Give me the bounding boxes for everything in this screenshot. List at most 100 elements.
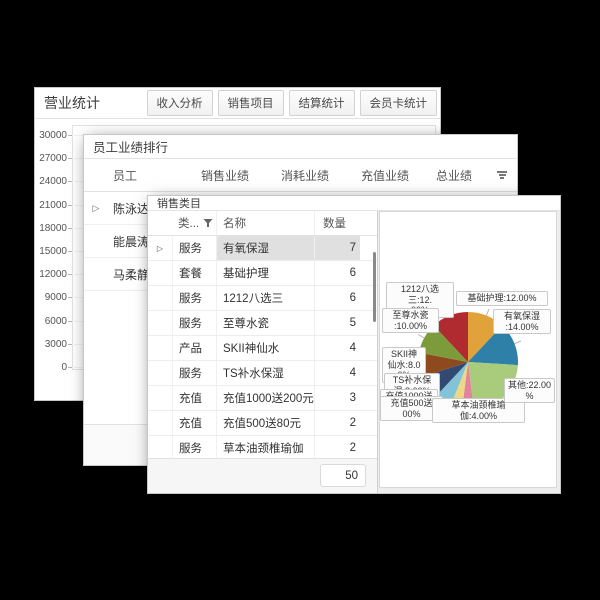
category-header-name[interactable]: 名称 — [216, 211, 314, 235]
category-qty-cell: 2 — [314, 411, 360, 435]
category-qty-cell: 2 — [314, 436, 360, 460]
chart-tick-mark — [68, 135, 72, 136]
row-expand-arrow-icon[interactable] — [148, 386, 172, 410]
category-name-cell: SKII神仙水 — [216, 336, 314, 360]
y-axis-label: 15000 — [39, 246, 67, 257]
category-row[interactable]: 套餐 基础护理 6 — [148, 261, 377, 286]
y-axis-label: 27000 — [39, 153, 67, 165]
y-axis-label: 24000 — [39, 176, 67, 188]
category-qty-cell: 5 — [314, 311, 360, 335]
filter-bars-icon[interactable] — [497, 170, 507, 181]
pie-slice[interactable] — [433, 312, 468, 362]
category-qty-cell: 4 — [314, 336, 360, 360]
category-type-cell: 充值 — [172, 411, 216, 435]
ranking-header-col-2[interactable]: 销售业绩 — [196, 159, 276, 191]
ranking-header-col-5[interactable]: 总业绩 — [431, 159, 517, 191]
category-name-cell: 1212八选三 — [216, 286, 314, 310]
stats-button-1[interactable]: 收入分析 — [146, 90, 213, 116]
ranking-table-header: 员工 销售业绩 消耗业绩 充值业绩 总业绩 — [84, 159, 517, 192]
category-table: 类... 名称 数量 ▷ 服务 有氧保湿 7 套餐 基础护理 6 服务 1212八选三 6 服务 至尊… — [148, 211, 378, 493]
y-axis-label: 0 — [61, 362, 67, 373]
window-sales-category: 销售类目 类... 名称 数量 ▷ 服务 有氧保湿 7 套餐 基础护理 6 服务 1212八选三… — [148, 196, 560, 493]
ranking-header-label: 员工 — [113, 168, 138, 183]
stats-button-3[interactable]: 结算统计 — [288, 90, 355, 116]
stats-button-4[interactable]: 会员卡统计 — [359, 90, 437, 116]
pie-label-line: TS补水保 — [392, 375, 432, 385]
y-axis-label: 18000 — [39, 222, 67, 234]
employee-name: 能晨涛 — [113, 234, 150, 249]
pie-slice[interactable] — [468, 325, 518, 366]
pie-label-line: 1212八选三:12. — [400, 284, 440, 305]
ranking-header-col-4[interactable]: 充值业绩 — [356, 159, 431, 191]
ranking-header-col-3[interactable]: 消耗业绩 — [276, 159, 356, 191]
row-expand-arrow-icon[interactable] — [148, 261, 172, 285]
stats-button-2[interactable]: 销售项目 — [217, 90, 284, 116]
category-qty-cell: 6 — [314, 286, 360, 310]
business-stats-titlebar[interactable]: 营业统计 收入分析 销售项目 结算统计 会员卡统计 — [35, 88, 440, 119]
category-type-cell: 产品 — [172, 336, 216, 360]
row-expand-arrow-icon[interactable] — [148, 411, 172, 435]
employee-name: 马柔静 — [113, 267, 150, 282]
category-name-cell: TS补水保湿 — [216, 361, 314, 385]
pie-label-line: SKII神 — [390, 349, 417, 359]
category-table-scrollbar-thumb[interactable] — [373, 252, 376, 322]
pie-label-line: 00% — [402, 408, 421, 419]
pie-label-2: 基础护理:12.00% — [456, 291, 548, 306]
pie-leader-line — [485, 308, 490, 316]
ranking-header-label: 充值业绩 — [361, 168, 410, 183]
pie-label-line: :10.00% — [393, 320, 428, 331]
row-expand-arrow-icon[interactable] — [148, 336, 172, 360]
ranking-header-expand — [84, 159, 108, 191]
pie-label-line: 充值500送 — [390, 398, 433, 408]
category-row[interactable]: 充值 充值500送80元 2 — [148, 411, 377, 436]
category-name-cell: 草本油颈椎瑜伽 — [216, 436, 314, 460]
category-type-cell: 服务 — [172, 311, 216, 335]
ranking-header-col-1[interactable]: 员工 — [108, 159, 196, 191]
filter-funnel-icon[interactable] — [203, 218, 213, 228]
row-expand-arrow-icon[interactable]: ▷ — [92, 202, 100, 213]
pie-label-line: 有氧保湿 — [503, 311, 540, 321]
pie-label-line: :14.00% — [505, 321, 539, 332]
pie-leader-line — [417, 334, 425, 339]
row-expand-arrow-icon[interactable] — [148, 311, 172, 335]
chart-tick-mark — [68, 204, 72, 206]
sales-category-titlebar[interactable]: 销售类目 — [148, 196, 560, 211]
category-header-qty-label: 数量 — [323, 218, 346, 230]
ranking-header-label: 总业绩 — [436, 168, 473, 183]
sales-category-title: 销售类目 — [157, 198, 201, 210]
category-row[interactable]: 服务 至尊水瓷 5 — [148, 311, 377, 336]
y-axis-label: 30000 — [39, 130, 67, 141]
category-header-type[interactable]: 类... — [172, 211, 216, 235]
pie-label-4: 有氧保湿:14.00% — [493, 309, 551, 334]
employee-ranking-titlebar[interactable]: 员工业绩排行 — [84, 135, 517, 159]
category-row[interactable]: ▷ 服务 有氧保湿 7 — [148, 236, 377, 261]
row-expand-arrow-icon[interactable] — [148, 436, 172, 460]
chart-tick-mark — [68, 343, 72, 345]
row-expand-arrow-icon[interactable] — [148, 361, 172, 385]
category-qty-cell: 7 — [314, 236, 360, 260]
row-expand-arrow-icon[interactable] — [148, 286, 172, 310]
category-row[interactable]: 产品 SKII神仙水 4 — [148, 336, 377, 361]
pie-label-9: 草本油颈椎瑜伽:4.00% — [432, 398, 525, 423]
category-type-cell: 服务 — [172, 236, 216, 260]
category-name-cell: 充值500送80元 — [216, 411, 314, 435]
row-expand-arrow-icon[interactable]: ▷ — [156, 243, 164, 253]
y-axis-label: 3000 — [44, 338, 67, 350]
pie-label-line: 仙水:8.0 — [387, 359, 421, 370]
chart-tick-mark — [68, 158, 72, 160]
category-qty-cell: 4 — [314, 361, 360, 385]
category-row[interactable]: 服务 1212八选三 6 — [148, 286, 377, 311]
category-row[interactable]: 服务 TS补水保湿 4 — [148, 361, 377, 386]
category-header-qty[interactable]: 数量 — [314, 211, 360, 235]
stats-toolbar: 收入分析 销售项目 结算统计 会员卡统计 — [146, 90, 441, 116]
chart-tick-mark — [68, 320, 72, 322]
category-type-cell: 套餐 — [172, 261, 216, 285]
y-axis-label: 6000 — [44, 315, 67, 327]
pie-slice[interactable] — [417, 352, 468, 378]
employee-name: 陈泳达 — [113, 201, 150, 216]
category-name-cell: 至尊水瓷 — [216, 311, 314, 335]
category-table-footer: 50 — [148, 458, 377, 493]
category-table-body: ▷ 服务 有氧保湿 7 套餐 基础护理 6 服务 1212八选三 6 服务 至尊水瓷 5 产品 SKII神仙… — [148, 236, 377, 486]
pie-slice[interactable] — [418, 325, 468, 362]
category-row[interactable]: 充值 充值1000送200元 3 — [148, 386, 377, 411]
